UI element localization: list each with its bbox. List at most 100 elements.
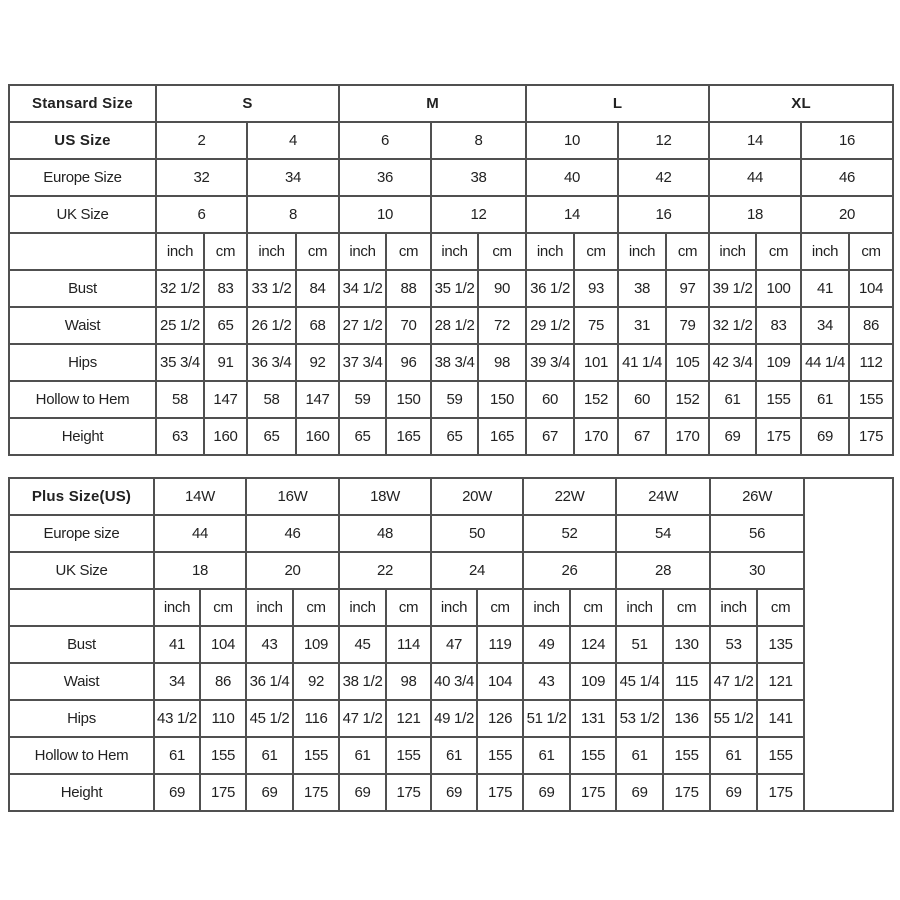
size-row: UK Size 6 8 10 12 14 16 18 20	[8, 195, 895, 234]
measurement-cell: 126	[476, 699, 525, 738]
measurement-cell: 61	[709, 736, 759, 775]
plus-size-header: 16W	[245, 477, 341, 516]
measurement-cell: 104	[198, 625, 248, 664]
unit-header: inch	[708, 232, 758, 271]
measurement-cell: 147	[294, 380, 341, 419]
unit-header: cm	[476, 588, 525, 627]
size-row: Europe size 44 46 48 50 52 54 56	[8, 514, 893, 553]
measurement-cell: 109	[755, 343, 803, 382]
unit-header: cm	[477, 232, 528, 271]
measurement-cell: 67	[525, 417, 576, 456]
row-label: US Size	[8, 121, 157, 160]
measurement-row: Hips 35 3/4 91 36 3/4 92 37 3/4 96 38 3/4 98 39 3…	[8, 343, 895, 382]
measurement-cell: 109	[292, 625, 341, 664]
standard-size-chart: Stansard Size S M L XL US Size 2 4 6 8 10 12 14 16 Eur…	[8, 84, 895, 456]
plus-size-header: 18W	[338, 477, 433, 516]
measurement-cell: 61	[338, 736, 388, 775]
measurement-cell: 101	[573, 343, 620, 382]
size-row: Europe Size 32 34 36 38 40 42 44 46	[8, 158, 895, 197]
measurement-row: Hollow to Hem 61 155 61 155 61 155 61 155 61 155 61…	[8, 736, 893, 775]
measurement-cell: 152	[665, 380, 711, 419]
size-cell: 56	[709, 514, 806, 553]
row-label: UK Size	[8, 551, 155, 590]
size-cell: 46	[245, 514, 341, 553]
measurement-cell: 43 1/2	[153, 699, 201, 738]
measurement-cell: 58	[246, 380, 297, 419]
size-cell: 18	[152, 551, 248, 590]
measurement-cell: 61	[153, 736, 201, 775]
size-cell: 20	[800, 195, 895, 234]
measurement-cell: 155	[569, 736, 618, 775]
row-label: Hollow to Hem	[8, 736, 155, 775]
size-cell: 52	[522, 514, 618, 553]
row-label: Waist	[8, 306, 157, 345]
header-row: Stansard Size S M L XL	[8, 84, 895, 123]
measurement-cell: 175	[662, 773, 712, 812]
measurement-cell: 45	[338, 625, 388, 664]
measurement-cell: 86	[198, 662, 248, 701]
measurement-cell: 65	[203, 306, 248, 345]
unit-header: cm	[198, 588, 248, 627]
measurement-cell: 45 1/2	[245, 699, 295, 738]
size-cell: 44	[152, 514, 248, 553]
row-label: Plus Size(US)	[8, 477, 155, 516]
row-label: Hollow to Hem	[8, 380, 157, 419]
size-cell: 36	[338, 158, 433, 197]
size-cell: 20	[245, 551, 341, 590]
measurement-cell: 152	[573, 380, 620, 419]
size-row: UK Size 18 20 22 24 26 28 30	[8, 551, 893, 590]
unit-header: inch	[525, 232, 576, 271]
plus-size-header: 22W	[522, 477, 618, 516]
unit-header: cm	[203, 232, 248, 271]
unit-header: inch	[615, 588, 665, 627]
unit-header: cm	[294, 232, 341, 271]
measurement-cell: 155	[755, 380, 803, 419]
measurement-cell: 130	[662, 625, 712, 664]
measurement-cell: 116	[292, 699, 341, 738]
unit-header: inch	[430, 232, 480, 271]
size-cell: 44	[708, 158, 803, 197]
unit-header: cm	[385, 232, 433, 271]
measurement-cell: 53 1/2	[615, 699, 665, 738]
measurement-cell: 100	[755, 269, 803, 308]
row-label: Bust	[8, 269, 157, 308]
measurement-cell: 43	[245, 625, 295, 664]
size-cell: 24	[430, 551, 525, 590]
measurement-cell: 38 1/2	[338, 662, 388, 701]
header-row: Plus Size(US) 14W 16W 18W 20W 22W 24W 26W	[8, 477, 895, 812]
measurement-cell: 131	[569, 699, 618, 738]
measurement-cell: 41	[800, 269, 851, 308]
measurement-cell: 175	[848, 417, 895, 456]
measurement-cell: 155	[292, 736, 341, 775]
measurement-cell: 37 3/4	[338, 343, 388, 382]
measurement-cell: 141	[756, 699, 806, 738]
measurement-cell: 39 1/2	[708, 269, 758, 308]
size-cell: 14	[525, 195, 620, 234]
size-cell: 30	[709, 551, 806, 590]
measurement-cell: 61	[800, 380, 851, 419]
plus-size-header: 24W	[615, 477, 712, 516]
measurement-cell: 29 1/2	[525, 306, 576, 345]
measurement-cell: 124	[569, 625, 618, 664]
measurement-cell: 97	[665, 269, 711, 308]
measurement-cell: 31	[617, 306, 668, 345]
row-label: Hips	[8, 343, 157, 382]
measurement-cell: 61	[522, 736, 572, 775]
measurement-cell: 86	[848, 306, 895, 345]
measurement-cell: 43	[522, 662, 572, 701]
measurement-cell: 112	[848, 343, 895, 382]
row-label: Stansard Size	[8, 84, 157, 123]
measurement-cell: 51 1/2	[522, 699, 572, 738]
measurement-cell: 67	[617, 417, 668, 456]
unit-row: inch cm inch cm inch cm inch cm inch cm inch cm inch…	[8, 588, 893, 627]
measurement-cell: 160	[294, 417, 341, 456]
measurement-cell: 70	[385, 306, 433, 345]
measurement-cell: 33 1/2	[246, 269, 297, 308]
measurement-cell: 69	[708, 417, 758, 456]
unit-header: cm	[292, 588, 341, 627]
measurement-cell: 34 1/2	[338, 269, 388, 308]
unit-header: inch	[338, 588, 388, 627]
measurement-cell: 79	[665, 306, 711, 345]
unit-header: inch	[338, 232, 388, 271]
measurement-cell: 147	[203, 380, 248, 419]
